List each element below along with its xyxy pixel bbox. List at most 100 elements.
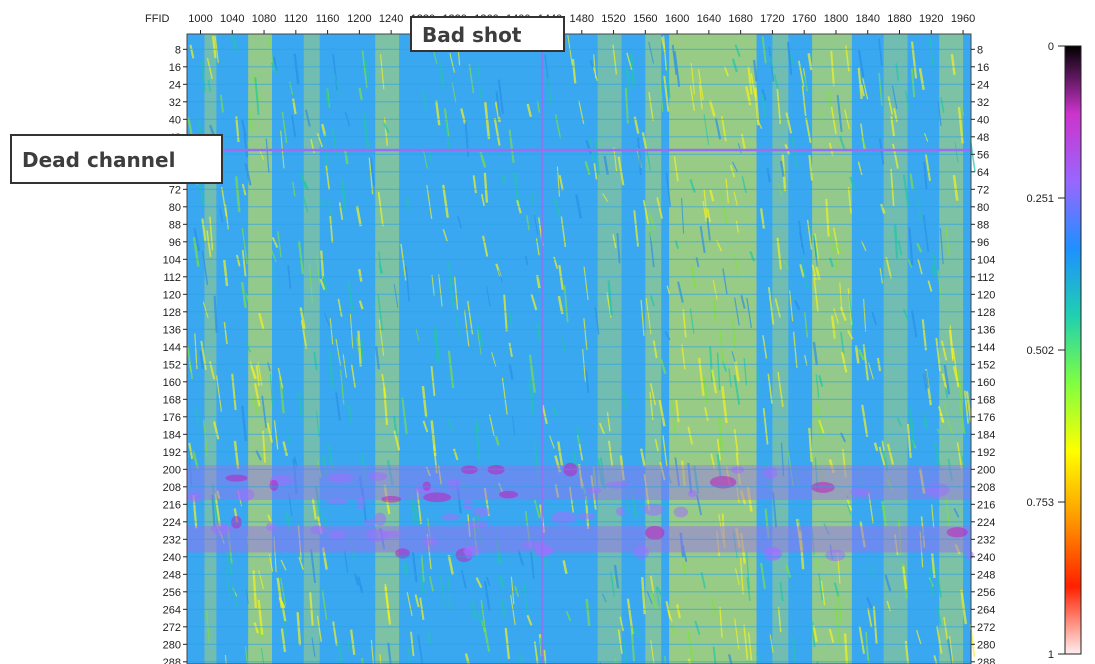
heatmap-streak — [840, 331, 845, 354]
heatmap-streak — [720, 190, 724, 201]
heatmap-streak — [189, 44, 195, 59]
y-tick-label-left: 32 — [169, 97, 181, 109]
heatmap-streak — [812, 341, 819, 366]
heatmap-streak — [918, 67, 925, 91]
heatmap-streak — [725, 178, 729, 204]
heatmap-streak — [789, 290, 794, 322]
colorbar — [1064, 45, 1082, 655]
heatmap-streak — [930, 265, 936, 276]
heatmap-streak — [313, 352, 318, 371]
heatmap-streak — [716, 352, 721, 390]
heatmap-streak — [415, 328, 420, 341]
heatmap-band — [204, 34, 217, 664]
y-tick-label-left: 272 — [163, 622, 181, 634]
heatmap-streak — [861, 404, 869, 437]
heatmap-streak — [690, 63, 696, 95]
heatmap-streak — [648, 213, 656, 231]
heatmap-streak — [762, 408, 769, 445]
heatmap-band — [303, 34, 320, 664]
heatmap-streak — [383, 122, 390, 134]
heatmap-streak — [321, 454, 329, 478]
heatmap-streak — [206, 57, 213, 80]
heatmap-streak — [585, 139, 592, 155]
heatmap-streak — [608, 440, 614, 467]
x-tick-label: 1800 — [824, 13, 848, 25]
heatmap-streak — [664, 330, 671, 341]
heatmap-streak — [723, 66, 729, 77]
heatmap-streak — [252, 570, 258, 609]
y-tick-label-right: 168 — [977, 394, 995, 406]
heatmap-streak — [299, 307, 306, 330]
heatmap-streak — [393, 415, 398, 437]
heatmap-blob — [534, 543, 553, 558]
heatmap-streak — [460, 570, 467, 589]
heatmap-streak — [646, 590, 653, 604]
heatmap-streak — [337, 641, 343, 664]
heatmap-streak — [200, 340, 207, 370]
heatmap-streak — [834, 604, 841, 643]
heatmap-streak — [717, 416, 724, 454]
heatmap-streak — [582, 348, 586, 383]
heatmap-streak — [265, 138, 270, 173]
heatmap-streak — [931, 504, 935, 529]
heatmap-streak — [777, 372, 784, 407]
y-tick-label-left: 160 — [163, 377, 181, 389]
heatmap-streak — [558, 264, 564, 290]
heatmap-blob — [643, 503, 664, 516]
heatmap-band — [772, 34, 789, 664]
heatmap-streak — [297, 240, 304, 275]
heatmap-streak — [488, 414, 495, 437]
heatmap-streak — [379, 54, 385, 90]
heatmap-streak — [847, 330, 854, 340]
heatmap-streak — [526, 614, 533, 626]
heatmap-streak — [854, 345, 860, 364]
heatmap-streak — [356, 337, 360, 353]
heatmap-blob — [363, 519, 375, 526]
heatmap-streak — [689, 85, 696, 111]
heatmap-streak — [454, 315, 462, 339]
heatmap-streak — [923, 161, 928, 190]
heatmap-streak — [445, 120, 450, 152]
y-tick-label-left: 168 — [163, 394, 181, 406]
heatmap-streak — [655, 587, 661, 607]
heatmap-blob — [373, 512, 387, 526]
heatmap-streak — [896, 417, 903, 427]
heatmap-streak — [341, 178, 347, 211]
y-tick-label-right: 184 — [977, 429, 995, 441]
heatmap-streak — [417, 635, 424, 664]
y-tick-label-left: 184 — [163, 429, 181, 441]
heatmap-streak — [743, 358, 748, 386]
heatmap-streak — [360, 452, 367, 484]
heatmap-streak — [731, 161, 739, 173]
heatmap-streak — [508, 129, 515, 164]
heatmap-streak — [861, 137, 868, 152]
heatmap-streak — [671, 401, 677, 439]
heatmap-streak — [681, 197, 685, 234]
heatmap-streak — [231, 373, 237, 411]
dead-channel-label: Dead channel — [22, 148, 176, 172]
heatmap-streak — [712, 279, 718, 300]
heatmap-streak — [662, 435, 668, 467]
heatmap-streak — [768, 287, 775, 325]
x-tick-label: 1160 — [316, 13, 340, 25]
heatmap-streak — [485, 576, 491, 587]
heatmap-streak — [891, 85, 898, 110]
heatmap-streak — [761, 88, 767, 101]
heatmap-streak — [659, 81, 664, 112]
heatmap-streak — [438, 274, 443, 307]
heatmap-streak — [802, 258, 808, 289]
heatmap-streak — [311, 637, 316, 657]
heatmap-streak — [946, 638, 954, 664]
heatmap-streak — [776, 237, 782, 270]
heatmap-streak — [602, 593, 607, 603]
heatmap-streak — [304, 109, 311, 127]
heatmap-streak — [857, 161, 863, 176]
heatmap-streak — [448, 276, 455, 311]
heatmap-streak — [533, 214, 539, 236]
heatmap-streak — [731, 58, 738, 73]
heatmap-streak — [277, 367, 284, 389]
heatmap-streak — [530, 293, 538, 311]
heatmap-streak — [554, 114, 562, 139]
heatmap-streak — [186, 345, 194, 380]
heatmap-streak — [836, 243, 842, 254]
